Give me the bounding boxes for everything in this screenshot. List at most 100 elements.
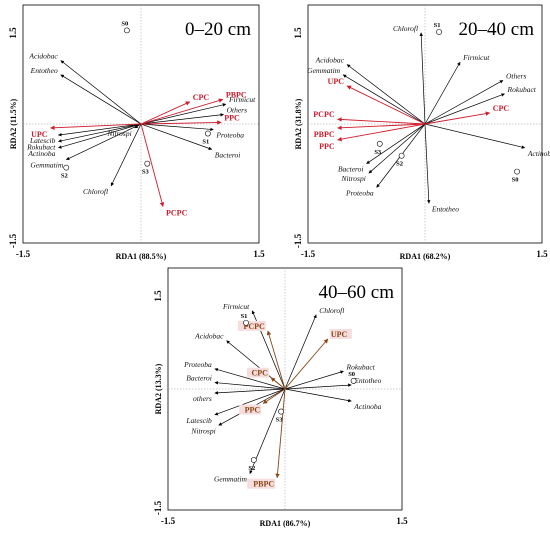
species-arrow [424,61,461,125]
rda-panel-2: 20–40 cm -1.5 1.5 1.5 -1.5 RDA1 (68.2%) RDA2 (… [293,4,550,261]
y-tick-min: -1.5 [293,233,303,248]
y-axis-label: RDA2 (11.5%) [9,99,18,150]
species-arrow [284,370,344,390]
env-label: PPC [319,142,335,151]
site-point [123,27,130,34]
species-arrow [140,103,227,125]
species-label: Firmicut [228,95,256,104]
env-label: UPC [328,77,345,86]
species-label: Chlorofl [83,187,108,196]
site-point [144,160,151,167]
species-label: Firmicut [222,302,250,311]
env-label: PBPC [226,90,247,99]
env-label: PCPC [166,209,188,218]
species-label: Acidobac [315,56,345,65]
env-label: CPC [252,369,269,378]
site-point [278,408,284,415]
species-label: others [193,394,212,403]
env-label-highlight [247,478,276,489]
species-arrow [214,388,286,416]
species-arrow [284,383,352,390]
env-label: PCPC [244,322,266,331]
site-point [398,152,405,159]
x-tick-max: 1.5 [396,516,408,526]
x-axis-label: RDA1 (88.5%) [116,252,167,261]
env-arrow [140,98,224,125]
species-arrow [424,123,526,149]
x-tick-min: -1.5 [161,516,176,526]
species-label: Rokubact [346,362,376,371]
species-label: Latescib [29,136,56,145]
panel-title: 40–60 cm [319,282,395,303]
species-arrow [284,314,317,390]
env-label: UPC [331,330,348,339]
species-label: Rokubact [26,142,56,151]
species-arrow [214,381,286,390]
species-label: Bacteroi [338,165,364,174]
species-label: Entotheo [353,376,381,385]
y-tick-max: 1.5 [293,27,303,39]
site-label: S3 [142,169,150,176]
env-label: CPC [493,104,510,113]
env-arrow [140,123,165,207]
env-arrow [346,85,426,125]
species-label: Proteoba [215,131,244,140]
site-point [243,319,249,326]
species-arrow [58,123,142,137]
species-arrow [366,123,426,164]
env-label-highlight [246,367,269,378]
species-label: Entotheo [431,204,459,213]
species-arrow [284,388,352,403]
site-label: S3 [374,149,382,156]
species-arrow [424,93,505,125]
site-label: S1 [434,22,441,29]
env-arrow [284,338,329,390]
species-label: Others [227,105,247,114]
env-arrow [337,117,426,125]
env-arrow [262,388,286,404]
species-arrow [346,64,426,125]
y-tick-min: -1.5 [8,233,18,248]
env-arrow [140,120,222,125]
site-label: S1 [202,139,209,146]
species-arrow [368,123,426,174]
species-label: Nitrospi [341,174,366,183]
env-label: CPC [193,93,210,102]
species-arrow [60,74,142,125]
species-label: Gemmatim [307,66,340,75]
y-tick-min: -1.5 [153,500,163,515]
env-label: PBPC [314,130,335,139]
env-label: PPC [245,406,261,415]
species-arrow [419,32,426,125]
species-arrow [140,123,213,150]
env-label-highlight [329,328,352,339]
x-tick-max: 1.5 [536,249,548,259]
y-tick-max: 1.5 [8,27,18,39]
rda-panel-3: 40–60 cm -1.5 1.5 1.5 -1.5 RDA1 (86.7%) RDA2 (… [153,267,408,528]
env-label-highlight [237,320,266,331]
site-label: S0 [121,20,128,27]
panel-title: 0–20 cm [185,19,251,40]
species-label: Latescib [185,416,212,425]
site-label: S2 [396,161,403,168]
species-label: Firmicut [462,53,490,62]
env-arrow [337,123,426,142]
species-arrow [60,60,142,125]
species-arrow [134,123,142,129]
x-axis-label: RDA1 (68.2%) [400,252,451,261]
species-arrow [140,113,224,125]
site-label: S2 [248,465,255,472]
site-label: S2 [61,173,68,180]
site-label: S0 [512,177,519,184]
panel-title: 20–40 cm [459,19,535,40]
rda-panel-1: 0–20 cm -1.5 1.5 1.5 -1.5 RDA1 (88.5%) RDA2 (1… [8,4,265,261]
species-label: Chlorofl [319,306,344,315]
site-point [250,457,257,463]
species-label: Nitrospi [106,129,131,138]
species-arrow [342,74,426,125]
species-label: Acidobac [28,52,58,61]
site-point [350,378,357,384]
species-label: Gemmatim [214,475,247,484]
species-label: Gemmatim [30,161,63,170]
